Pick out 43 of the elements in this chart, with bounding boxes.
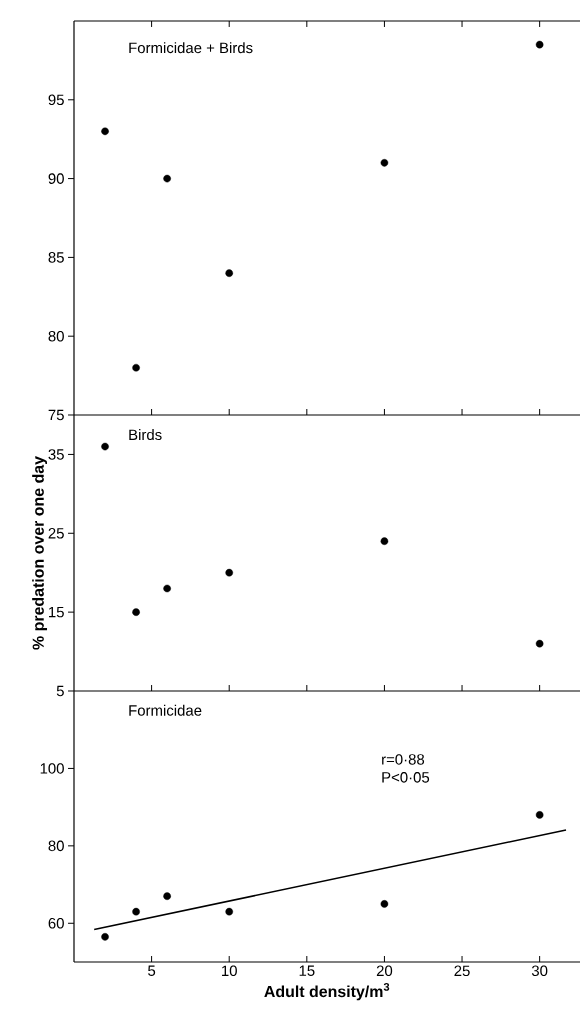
y-tick-label: 85 xyxy=(48,252,65,263)
point xyxy=(225,269,234,277)
point xyxy=(132,608,141,616)
point xyxy=(101,442,110,451)
point xyxy=(225,907,234,916)
point xyxy=(380,159,389,167)
point xyxy=(163,892,172,900)
point xyxy=(380,537,389,545)
text: Formicidae + Birds xyxy=(129,42,253,54)
y-tick-label: 95 xyxy=(48,94,65,106)
y-tick-label: 25 xyxy=(48,527,65,539)
x-tick-label: 15 xyxy=(299,965,315,976)
point xyxy=(132,363,141,372)
y-tick-label: 80 xyxy=(48,840,65,852)
x-tick-label: 10 xyxy=(222,965,238,977)
point xyxy=(163,174,172,183)
point xyxy=(101,127,110,136)
x-tick-label: 20 xyxy=(377,965,393,977)
y-axis-title: % predation over one day xyxy=(32,456,48,650)
y-tick-label: 15 xyxy=(49,606,65,618)
annotation: P<0·05 xyxy=(382,772,430,783)
y-tick-label: 75 xyxy=(48,409,65,421)
point xyxy=(225,568,234,577)
x-tick-label: 5 xyxy=(148,965,156,976)
point xyxy=(163,584,172,593)
y-tick-label: 60 xyxy=(48,917,65,929)
text: Birds xyxy=(129,429,162,441)
y-tick-label: 100 xyxy=(40,763,65,774)
annotation: r=0·88 xyxy=(382,754,425,765)
point xyxy=(536,40,544,49)
point xyxy=(101,933,110,941)
point xyxy=(132,907,141,916)
y-tick-label: 5 xyxy=(56,685,65,697)
x-tick-label: 30 xyxy=(532,965,548,977)
point xyxy=(536,811,544,819)
y-tick-label: 80 xyxy=(48,330,65,342)
x-tick-label: 25 xyxy=(454,965,470,977)
x-axis-title: Adult density/m$^{3}$ xyxy=(264,982,390,1001)
y-tick-label: 35 xyxy=(48,449,65,460)
text: Formicidae xyxy=(129,704,202,716)
point xyxy=(536,639,544,648)
point xyxy=(380,900,389,908)
y-tick-label: 90 xyxy=(48,173,65,184)
